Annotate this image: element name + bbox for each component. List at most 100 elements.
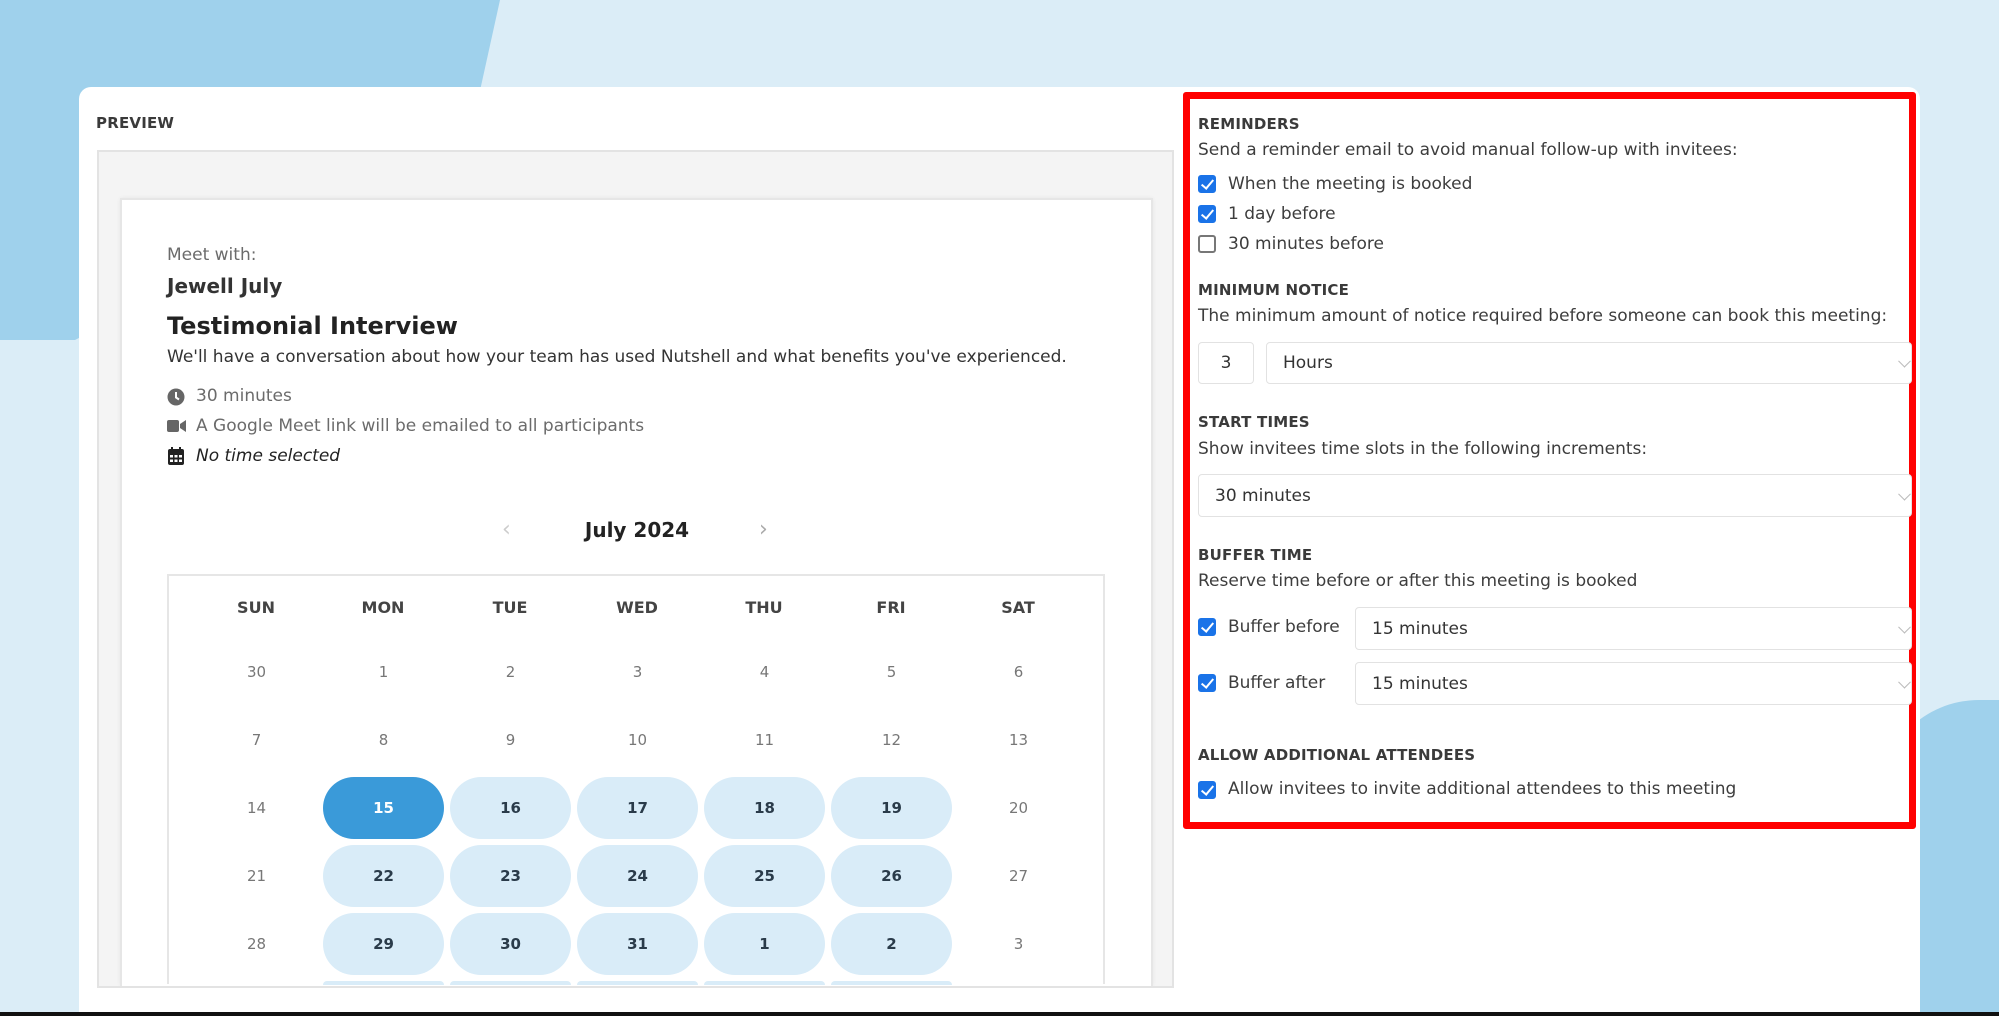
- clock-icon: [167, 388, 185, 406]
- calendar-day[interactable]: [704, 981, 825, 985]
- calendar-day[interactable]: 25: [704, 845, 825, 907]
- start-times-description: Show invitees time slots in the followin…: [1198, 439, 1648, 459]
- additional-attendees-label: Allow invitees to invite additional atte…: [1228, 779, 1737, 799]
- weekday-header: THU: [745, 598, 783, 617]
- minimum-notice-description: The minimum amount of notice required be…: [1198, 306, 1888, 326]
- buffer-after-label: Buffer after: [1228, 673, 1326, 693]
- calendar-day: 2: [505, 663, 516, 681]
- calendar-day[interactable]: 2: [831, 913, 952, 975]
- additional-attendees-title: ALLOW ADDITIONAL ATTENDEES: [1198, 746, 1476, 764]
- calendar-day[interactable]: [323, 981, 444, 985]
- buffer-before-checkbox[interactable]: [1198, 618, 1216, 636]
- highlight-box: [1183, 92, 1916, 829]
- reminder-checkbox[interactable]: [1198, 235, 1216, 253]
- event-title: Testimonial Interview: [167, 312, 458, 340]
- calendar-day: 10: [627, 731, 648, 749]
- buffer-before-value: 15 minutes: [1372, 618, 1468, 639]
- calendar-day[interactable]: [577, 981, 698, 985]
- calendar-day[interactable]: [450, 981, 571, 985]
- calendar-day: 7: [251, 731, 262, 749]
- calendar-day[interactable]: 22: [323, 845, 444, 907]
- calendar-day-selected[interactable]: 15: [323, 777, 444, 839]
- reminder-option-label: 1 day before: [1228, 204, 1336, 224]
- calendar-day: 9: [505, 731, 516, 749]
- calendar-day[interactable]: 16: [450, 777, 571, 839]
- calendar-day[interactable]: 31: [577, 913, 698, 975]
- calendar-day: 12: [881, 731, 902, 749]
- buffer-before-select[interactable]: 15 minutes: [1355, 607, 1912, 650]
- selected-time: No time selected: [196, 446, 341, 466]
- start-times-title: START TIMES: [1198, 413, 1310, 431]
- notice-unit-select[interactable]: Hours: [1266, 342, 1912, 384]
- weekday-header: SAT: [1001, 598, 1035, 617]
- notice-amount-value: 3: [1220, 353, 1232, 373]
- calendar-grid: SUN MON TUE WED THU FRI SAT 30 1 2 3 4 5 6 7 8 9 10 11 12 13…: [167, 574, 1105, 985]
- month-label: July 2024: [584, 518, 690, 542]
- reminder-checkbox[interactable]: [1198, 205, 1216, 223]
- screen-edge: [0, 1012, 1999, 1016]
- calendar-day[interactable]: 24: [577, 845, 698, 907]
- weekday-header: WED: [616, 598, 658, 617]
- buffer-before-label: Buffer before: [1228, 617, 1340, 637]
- calendar-day[interactable]: 30: [450, 913, 571, 975]
- weekday-header: FRI: [876, 598, 906, 617]
- additional-attendees-checkbox[interactable]: [1198, 781, 1216, 799]
- calendar-day: 4: [759, 663, 770, 681]
- calendar-day: 28: [246, 935, 267, 953]
- calendar-day[interactable]: 1: [704, 913, 825, 975]
- calendar-day[interactable]: 19: [831, 777, 952, 839]
- booking-page-preview: Meet with: Jewell July Testimonial Inter…: [120, 198, 1153, 986]
- duration: 30 minutes: [196, 386, 292, 406]
- location: A Google Meet link will be emailed to al…: [196, 416, 645, 436]
- calendar-day[interactable]: 17: [577, 777, 698, 839]
- event-description: We'll have a conversation about how your…: [167, 347, 1067, 367]
- chevron-down-icon: [1898, 620, 1911, 634]
- calendar-day[interactable]: [831, 981, 952, 985]
- reminder-option-label: When the meeting is booked: [1228, 174, 1473, 194]
- chevron-down-icon: [1898, 487, 1911, 501]
- buffer-after-select[interactable]: 15 minutes: [1355, 662, 1912, 705]
- reminder-checkbox[interactable]: [1198, 175, 1216, 193]
- start-increment-value: 30 minutes: [1215, 485, 1311, 506]
- weekday-header: SUN: [237, 598, 275, 617]
- weekday-header: MON: [361, 598, 405, 617]
- calendar-day: 3: [632, 663, 643, 681]
- buffer-after-value: 15 minutes: [1372, 673, 1468, 694]
- calendar-day[interactable]: 29: [323, 913, 444, 975]
- calendar-day: 20: [1008, 799, 1029, 817]
- calendar-day: 11: [754, 731, 775, 749]
- reminders-title: REMINDERS: [1198, 115, 1300, 133]
- video-camera-icon: [167, 420, 186, 432]
- chevron-down-icon: [1898, 675, 1911, 689]
- meet-with-label: Meet with:: [167, 245, 257, 265]
- calendar-day: 1: [378, 663, 389, 681]
- weekday-header: TUE: [492, 598, 528, 617]
- preview-frame: Meet with: Jewell July Testimonial Inter…: [97, 150, 1174, 988]
- calendar-day[interactable]: 26: [831, 845, 952, 907]
- calendar-day[interactable]: 23: [450, 845, 571, 907]
- calendar-day: 6: [1013, 663, 1024, 681]
- chevron-down-icon: [1898, 354, 1911, 368]
- minimum-notice-title: MINIMUM NOTICE: [1198, 281, 1350, 299]
- preview-label: PREVIEW: [96, 114, 175, 132]
- calendar-day: 13: [1008, 731, 1029, 749]
- calendar-icon: [168, 447, 184, 465]
- buffer-time-title: BUFFER TIME: [1198, 546, 1313, 564]
- calendar-day: 14: [246, 799, 267, 817]
- calendar-day: 21: [246, 867, 267, 885]
- host-name: Jewell July: [167, 274, 283, 298]
- buffer-time-description: Reserve time before or after this meetin…: [1198, 571, 1638, 591]
- calendar-day: 5: [886, 663, 897, 681]
- calendar-day: 27: [1008, 867, 1029, 885]
- reminders-description: Send a reminder email to avoid manual fo…: [1198, 140, 1738, 160]
- notice-amount-input[interactable]: 3: [1198, 342, 1254, 384]
- next-month-button[interactable]: ›: [759, 517, 768, 542]
- calendar-day[interactable]: 18: [704, 777, 825, 839]
- calendar-day: 30: [246, 663, 267, 681]
- prev-month-button[interactable]: ‹: [502, 517, 511, 542]
- start-increment-select[interactable]: 30 minutes: [1198, 474, 1912, 517]
- calendar-day: 3: [1013, 935, 1024, 953]
- buffer-after-checkbox[interactable]: [1198, 674, 1216, 692]
- calendar-day: 8: [378, 731, 389, 749]
- notice-unit-value: Hours: [1283, 353, 1333, 373]
